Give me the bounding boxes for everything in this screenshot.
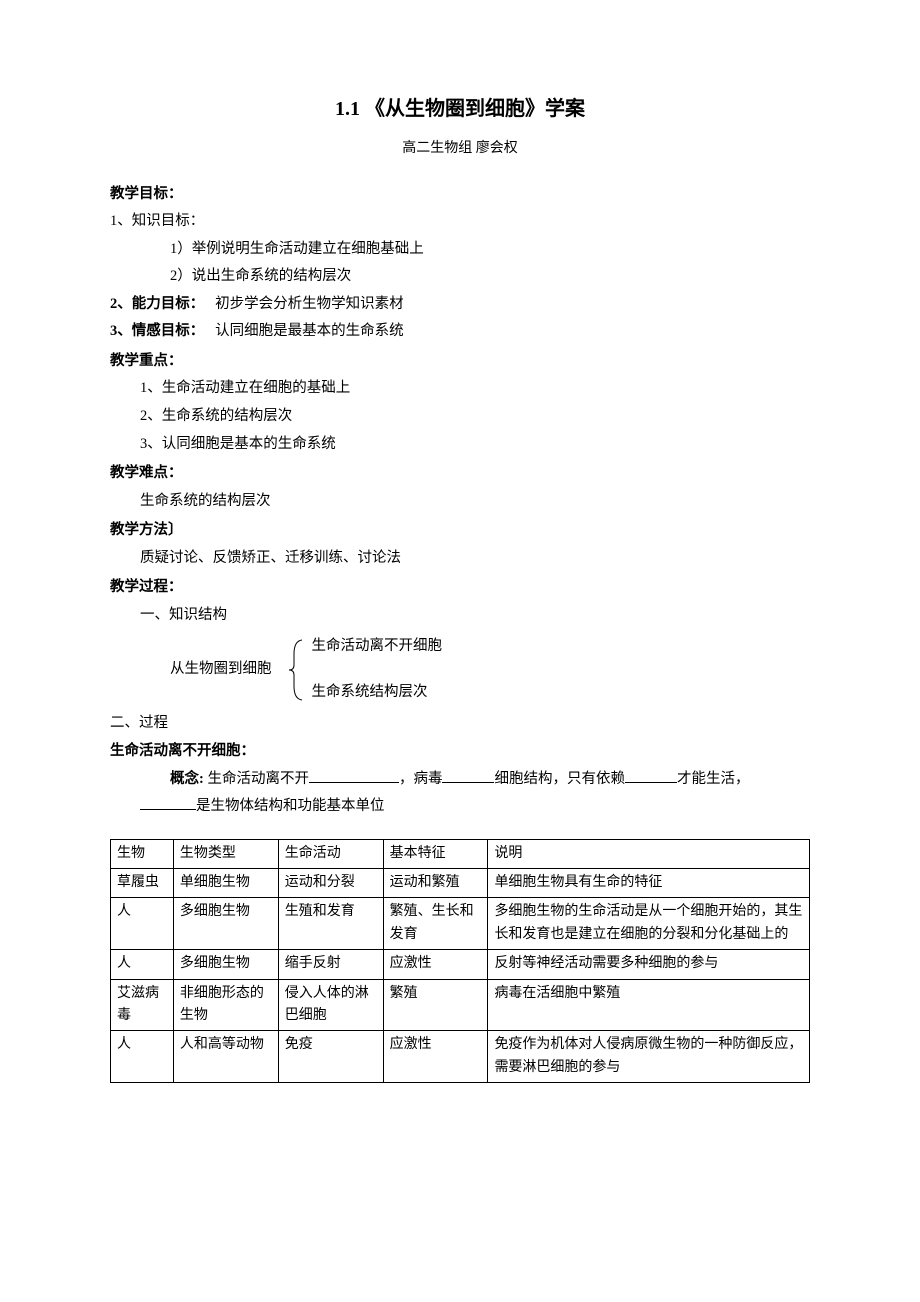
table-row: 人 多细胞生物 生殖和发育 繁殖、生长和发育 多细胞生物的生命活动是从一个细胞开…: [111, 898, 810, 950]
th-0: 生物: [111, 839, 174, 868]
focus-1: 1、生命活动建立在细胞的基础上: [110, 375, 810, 403]
concept-label: 概念:: [170, 771, 204, 787]
cell: 单细胞生物具有生命的特征: [488, 869, 810, 898]
ability-obj: 2、能力目标： 初步学会分析生物学知识素材: [110, 291, 810, 319]
method-text: 质疑讨论、反馈矫正、迁移训练、讨论法: [110, 545, 810, 573]
cell: 人: [111, 1031, 174, 1083]
cell: 侵入人体的淋巴细胞: [278, 979, 383, 1031]
cell: 反射等神经活动需要多种细胞的参与: [488, 950, 810, 979]
focus-3: 3、认同细胞是基本的生命系统: [110, 431, 810, 459]
cell: 生殖和发育: [278, 898, 383, 950]
cell: 应激性: [383, 1031, 488, 1083]
cell: 病毒在活细胞中繁殖: [488, 979, 810, 1031]
ability-text-val: 初步学会分析生物学知识素材: [215, 296, 404, 312]
examples-table: 生物 生物类型 生命活动 基本特征 说明 草履虫 单细胞生物 运动和分裂 运动和…: [110, 839, 810, 1084]
emotion-obj: 3、情感目标： 认同细胞是最基本的生命系统: [110, 318, 810, 346]
cell: 应激性: [383, 950, 488, 979]
cell: 人: [111, 950, 174, 979]
table-row: 艾滋病毒 非细胞形态的生物 侵入人体的淋巴细胞 繁殖 病毒在活细胞中繁殖: [111, 979, 810, 1031]
structure-diagram: 从生物圈到细胞 生命活动离不开细胞 生命系统结构层次: [110, 633, 810, 706]
blank-3: [625, 768, 677, 783]
table-header-row: 生物 生物类型 生命活动 基本特征 说明: [111, 839, 810, 868]
cell: 运动和分裂: [278, 869, 383, 898]
cell: 人和高等动物: [173, 1031, 278, 1083]
life-activity-heading: 生命活动离不开细胞：: [110, 738, 810, 766]
cell: 缩手反射: [278, 950, 383, 979]
cell: 繁殖: [383, 979, 488, 1031]
knowledge-structure-label: 一、知识结构: [110, 602, 810, 630]
c2: 是生物体结构和功能基本单位: [196, 798, 385, 814]
c1a: 生命活动离不开: [204, 771, 309, 787]
th-2: 生命活动: [278, 839, 383, 868]
knowledge-obj-2: 2）说出生命系统的结构层次: [110, 263, 810, 291]
th-4: 说明: [488, 839, 810, 868]
c1d: 才能生活，: [677, 771, 750, 787]
concept-line-1: 概念: 生命活动离不开 ，病毒 细胞结构，只有依赖 才能生活，: [110, 766, 810, 794]
brace-icon: [288, 637, 306, 703]
cell: 多细胞生物: [173, 950, 278, 979]
objectives-heading: 教学目标：: [110, 181, 810, 209]
cell: 繁殖、生长和发育: [383, 898, 488, 950]
cell: 草履虫: [111, 869, 174, 898]
th-1: 生物类型: [173, 839, 278, 868]
knowledge-obj-label: 1、知识目标：: [110, 208, 810, 236]
cell: 多细胞生物的生命活动是从一个细胞开始的，其生长和发育也是建立在细胞的分裂和分化基…: [488, 898, 810, 950]
diff-heading: 教学难点：: [110, 460, 810, 488]
blank-4: [140, 796, 196, 811]
table-row: 人 人和高等动物 免疫 应激性 免疫作为机体对人侵病原微生物的一种防御反应，需要…: [111, 1031, 810, 1083]
table-row: 人 多细胞生物 缩手反射 应激性 反射等神经活动需要多种细胞的参与: [111, 950, 810, 979]
blank-1: [309, 768, 399, 783]
cell: 免疫: [278, 1031, 383, 1083]
structure-r2: 生命系统结构层次: [312, 679, 443, 707]
c1b: ，病毒: [399, 771, 443, 787]
process-section-2: 二、过程: [110, 710, 810, 738]
focus-2: 2、生命系统的结构层次: [110, 403, 810, 431]
ability-label: 2、能力目标：: [110, 296, 204, 312]
cell: 人: [111, 898, 174, 950]
doc-title: 1.1 《从生物圈到细胞》学案: [110, 90, 810, 128]
table-row: 草履虫 单细胞生物 运动和分裂 运动和繁殖 单细胞生物具有生命的特征: [111, 869, 810, 898]
cell: 多细胞生物: [173, 898, 278, 950]
knowledge-obj-1: 1）举例说明生命活动建立在细胞基础上: [110, 236, 810, 264]
cell: 非细胞形态的生物: [173, 979, 278, 1031]
doc-subtitle: 高二生物组 廖会权: [110, 136, 810, 163]
process-heading: 教学过程：: [110, 574, 810, 602]
cell: 艾滋病毒: [111, 979, 174, 1031]
th-3: 基本特征: [383, 839, 488, 868]
cell: 单细胞生物: [173, 869, 278, 898]
structure-left: 从生物圈到细胞: [170, 656, 272, 684]
blank-2: [442, 768, 494, 783]
method-heading: 教学方法〕: [110, 517, 810, 545]
diff-text: 生命系统的结构层次: [110, 488, 810, 516]
emotion-label: 3、情感目标：: [110, 323, 204, 339]
c1c: 细胞结构，只有依赖: [494, 771, 625, 787]
cell: 运动和繁殖: [383, 869, 488, 898]
focus-heading: 教学重点：: [110, 348, 810, 376]
cell: 免疫作为机体对人侵病原微生物的一种防御反应，需要淋巴细胞的参与: [488, 1031, 810, 1083]
structure-r1: 生命活动离不开细胞: [312, 633, 443, 661]
emotion-text-val: 认同细胞是最基本的生命系统: [215, 323, 404, 339]
concept-line-2: 是生物体结构和功能基本单位: [110, 793, 810, 821]
